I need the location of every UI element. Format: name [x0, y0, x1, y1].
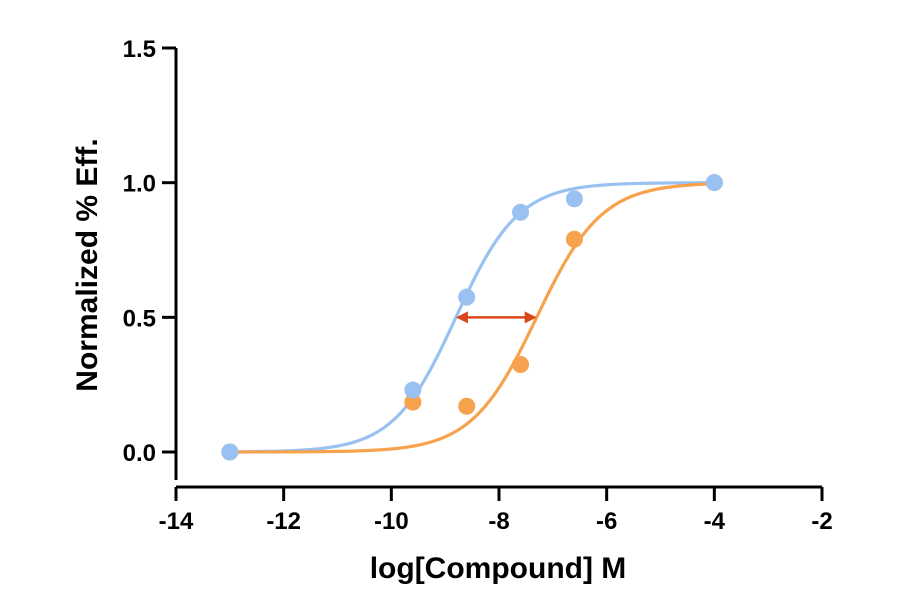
fit-curves: [229, 181, 715, 454]
y-axis-title: Normalized % Eff.: [71, 138, 104, 391]
x-tick-label: -10: [374, 508, 409, 535]
y-tick-label: 1.5: [123, 36, 156, 63]
axes: 0.0 0.5 1.0 1.5 -14 -12 -10 -8 -6 -4 -2: [123, 36, 833, 535]
data-point-series-1-4: [565, 230, 583, 248]
annotations: [455, 311, 537, 324]
x-tick-label: -8: [488, 508, 509, 535]
arrow-head-left: [455, 311, 468, 324]
data-point-series-0-4: [565, 190, 583, 208]
fit-curve-0: [229, 181, 715, 454]
data-points: [221, 174, 723, 461]
x-axis-title: log[Compound] M: [370, 552, 627, 585]
y-tick-label: 0.0: [123, 440, 156, 467]
data-point-series-0-2: [458, 288, 476, 306]
data-point-series-1-3: [512, 355, 530, 373]
data-point-series-1-2: [458, 397, 476, 415]
data-point-series-0-0: [221, 443, 239, 461]
x-tick-label: -14: [159, 508, 194, 535]
x-tick-label: -2: [811, 508, 832, 535]
x-tick-label: -12: [266, 508, 301, 535]
data-point-series-1-1: [404, 393, 422, 411]
data-point-series-0-3: [512, 203, 530, 221]
x-tick-label: -6: [596, 508, 617, 535]
data-point-series-0-5: [705, 174, 723, 192]
ec50-shift-arrow: [455, 311, 537, 324]
y-tick-label: 0.5: [123, 305, 156, 332]
x-tick-label: -4: [704, 508, 726, 535]
arrow-head-right: [524, 311, 537, 324]
data-point-series-0-1: [404, 381, 422, 399]
fit-curve-1: [229, 182, 715, 454]
y-tick-label: 1.0: [123, 171, 156, 198]
